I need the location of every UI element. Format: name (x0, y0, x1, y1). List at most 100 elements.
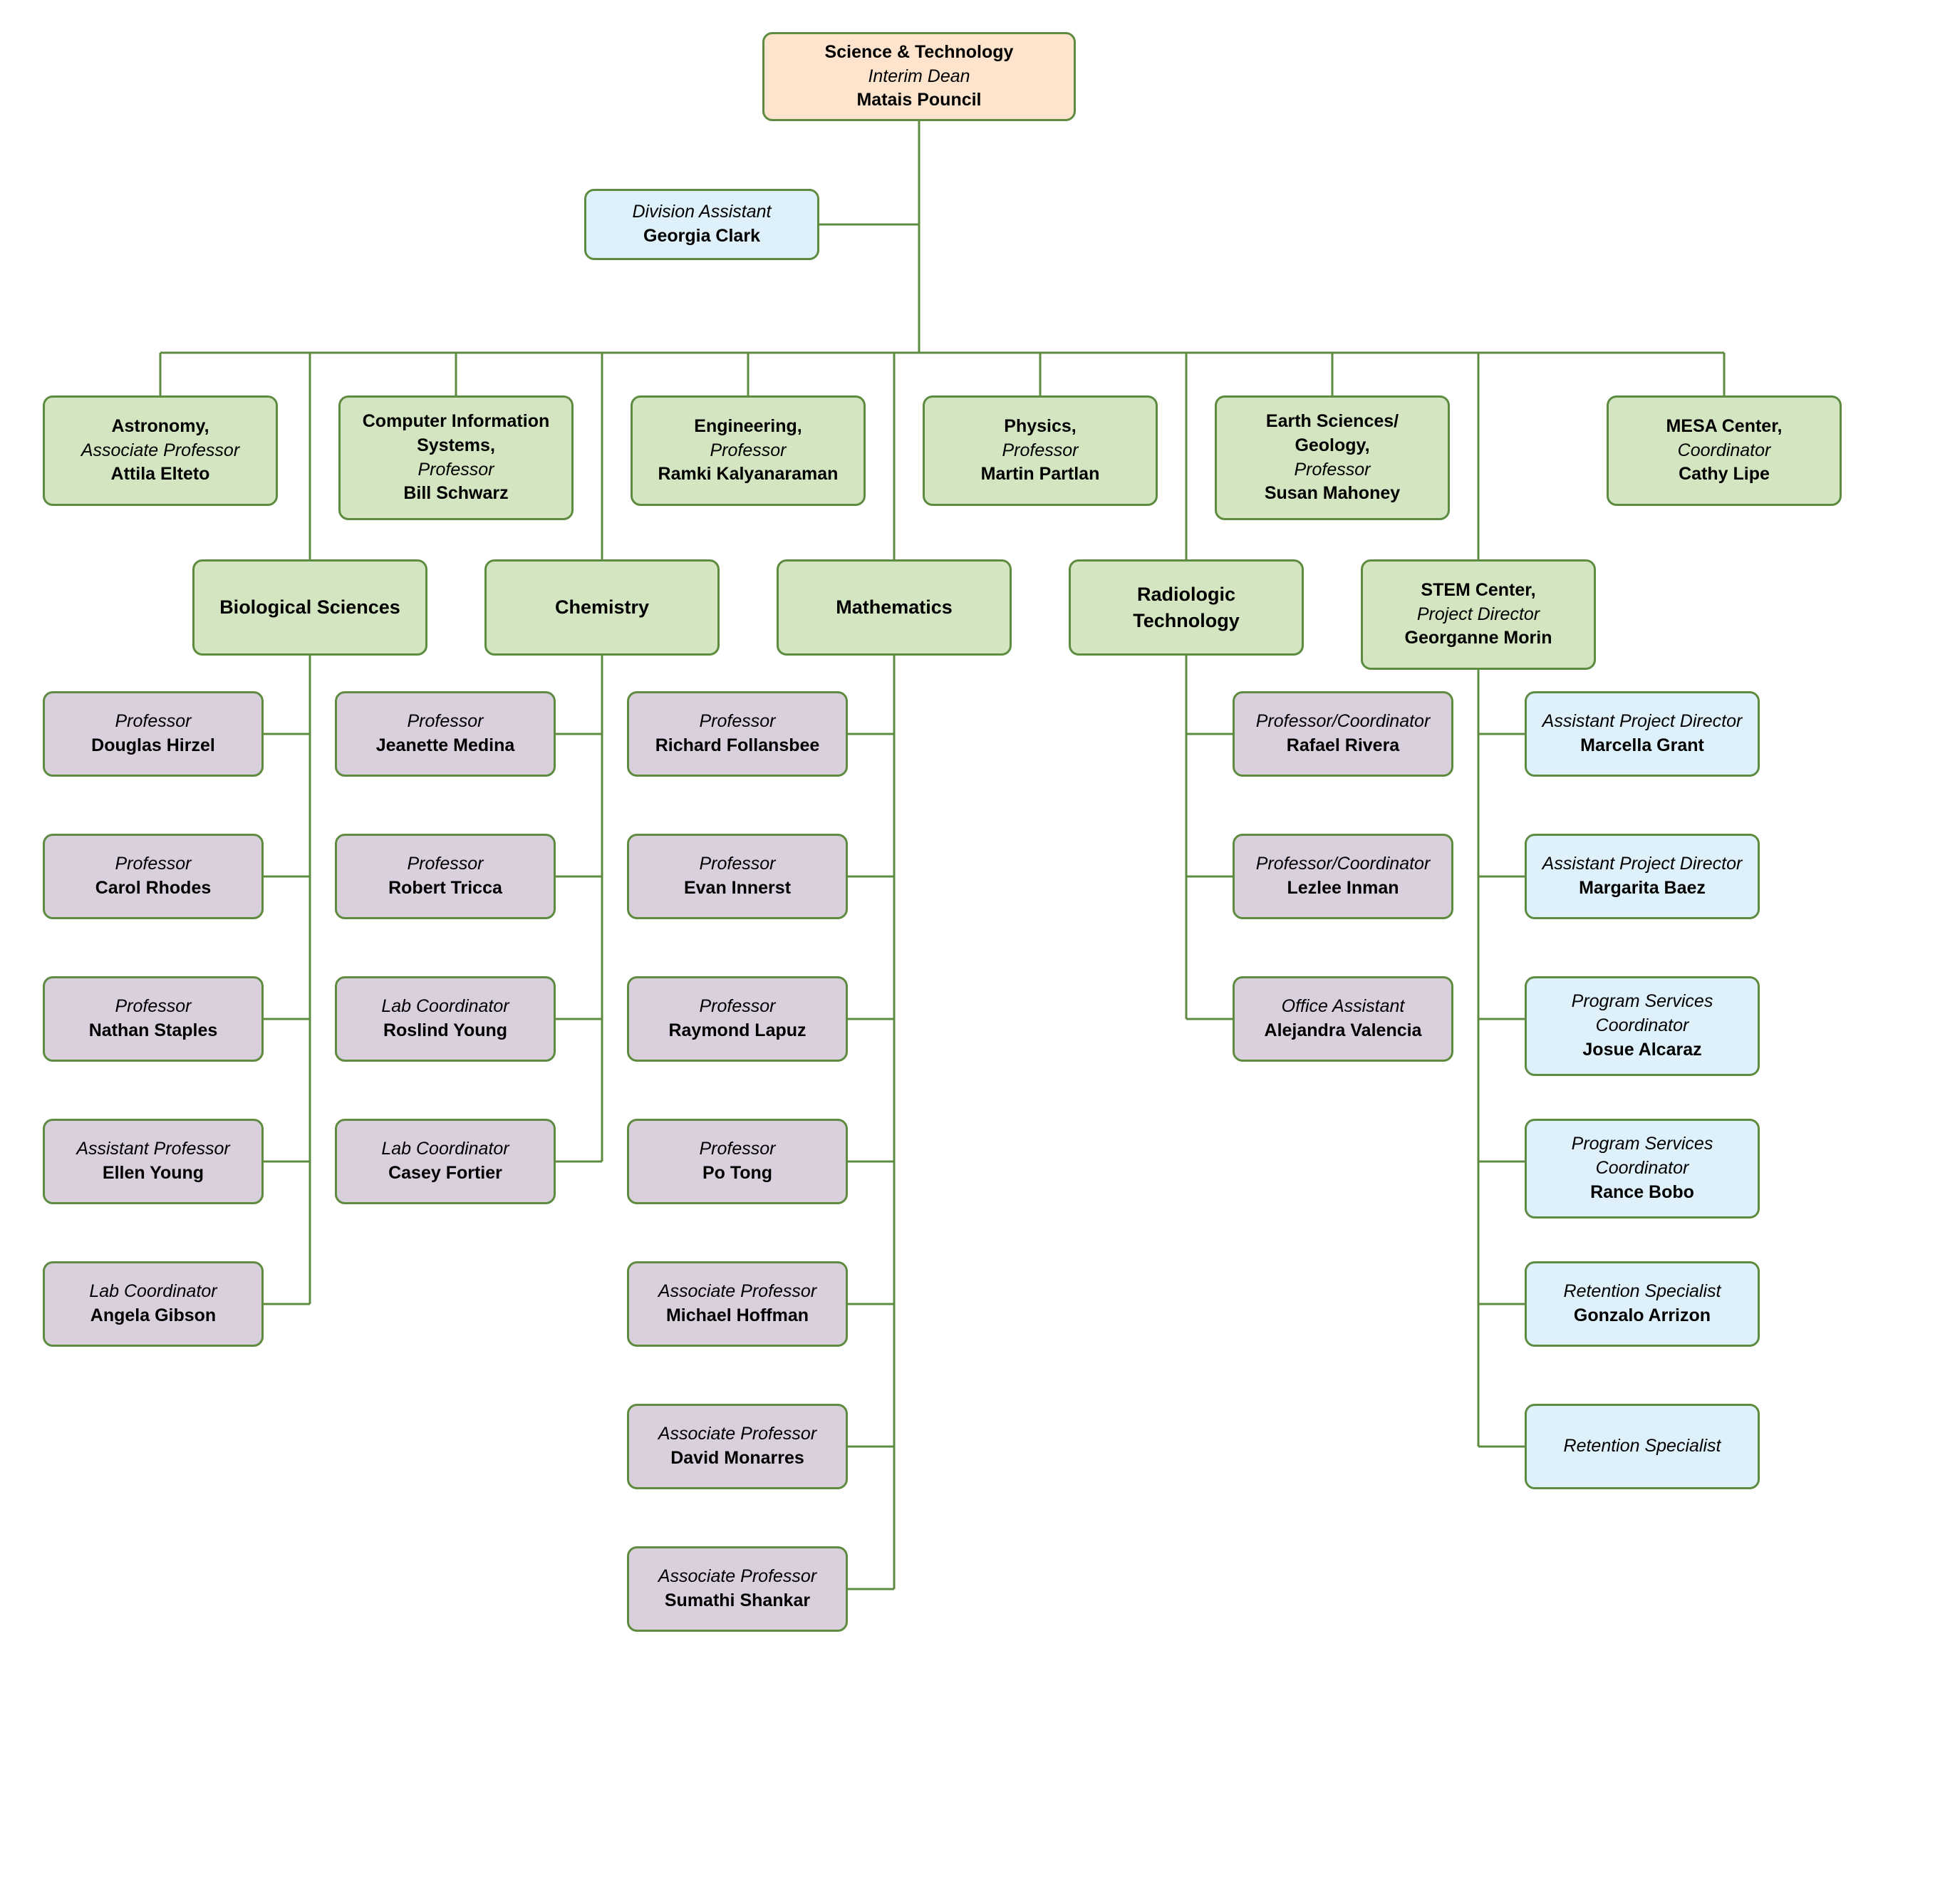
dept-role: Professor (710, 439, 787, 463)
staff-card: Program Services Coordinator Josue Alcar… (1525, 976, 1760, 1076)
staff-card: Program Services Coordinator Rance Bobo (1525, 1119, 1760, 1219)
staff-name: David Monarres (670, 1447, 804, 1471)
dept-title: Mathematics (836, 594, 953, 620)
staff-role: Assistant Project Director (1542, 710, 1743, 734)
staff-card: Professor/Coordinator Lezlee Inman (1233, 834, 1453, 919)
staff-card: Assistant Project Director Margarita Bae… (1525, 834, 1760, 919)
dept-name: Martin Partlan (981, 462, 1100, 487)
root-node: Science & Technology Interim Dean Matais… (762, 32, 1076, 121)
assistant-name: Georgia Clark (643, 224, 760, 249)
dept-title: Biological Sciences (219, 594, 400, 620)
dept-title: STEM Center, (1421, 579, 1535, 603)
staff-role: Lab Coordinator (381, 995, 509, 1019)
staff-name: Josue Alcaraz (1582, 1038, 1701, 1062)
staff-role: Professor/Coordinator (1256, 852, 1431, 876)
staff-role: Retention Specialist (1564, 1280, 1721, 1304)
staff-card: Professor Evan Innerst (627, 834, 848, 919)
staff-name: Jeanette Medina (376, 734, 515, 758)
staff-role: Professor (115, 710, 192, 734)
dept-title: Radiologic Technology (1115, 581, 1257, 633)
dept-title: Earth Sciences/ Geology, (1240, 410, 1425, 458)
dept-astronomy: Astronomy, Associate Professor Attila El… (43, 395, 278, 506)
staff-card: Professor Douglas Hirzel (43, 691, 264, 777)
staff-role: Professor (408, 710, 484, 734)
staff-name: Lezlee Inman (1287, 876, 1399, 901)
root-name: Matais Pouncil (856, 88, 981, 113)
staff-card: Professor/Coordinator Rafael Rivera (1233, 691, 1453, 777)
dept-chem: Chemistry (484, 559, 720, 656)
staff-card: Retention Specialist (1525, 1404, 1760, 1489)
staff-name: Robert Tricca (388, 876, 502, 901)
staff-role: Professor/Coordinator (1256, 710, 1431, 734)
staff-role: Program Services Coordinator (1550, 1132, 1735, 1181)
staff-role: Assistant Project Director (1542, 852, 1743, 876)
dept-mesa: MESA Center, Coordinator Cathy Lipe (1607, 395, 1842, 506)
staff-name: Raymond Lapuz (668, 1019, 806, 1043)
dept-role: Professor (1295, 458, 1371, 482)
dept-title: MESA Center, (1666, 415, 1782, 439)
staff-card: Associate Professor Sumathi Shankar (627, 1546, 848, 1632)
staff-name: Evan Innerst (684, 876, 791, 901)
staff-name: Margarita Baez (1579, 876, 1706, 901)
staff-role: Professor (700, 852, 776, 876)
dept-name: Bill Schwarz (403, 482, 508, 506)
staff-name: Sumathi Shankar (665, 1589, 810, 1613)
dept-name: Susan Mahoney (1265, 482, 1400, 506)
staff-card: Professor Robert Tricca (335, 834, 556, 919)
dept-cis: Computer Information Systems, Professor … (338, 395, 574, 520)
staff-name: Rance Bobo (1590, 1181, 1694, 1205)
staff-card: Professor Po Tong (627, 1119, 848, 1204)
staff-role: Professor (408, 852, 484, 876)
root-role: Interim Dean (868, 65, 970, 89)
staff-role: Associate Professor (658, 1280, 816, 1304)
staff-role: Lab Coordinator (381, 1137, 509, 1161)
dept-title: Astronomy, (111, 415, 209, 439)
dept-role: Professor (1002, 439, 1079, 463)
staff-role: Professor (115, 995, 192, 1019)
staff-name: Casey Fortier (388, 1161, 502, 1186)
staff-name: Gonzalo Arrizon (1574, 1304, 1711, 1328)
staff-card: Lab Coordinator Casey Fortier (335, 1119, 556, 1204)
dept-title: Engineering, (694, 415, 802, 439)
dept-physics: Physics, Professor Martin Partlan (923, 395, 1158, 506)
staff-name: Nathan Staples (89, 1019, 218, 1043)
staff-role: Professor (700, 710, 776, 734)
dept-role: Professor (418, 458, 494, 482)
staff-name: Alejandra Valencia (1265, 1019, 1422, 1043)
staff-card: Professor Nathan Staples (43, 976, 264, 1062)
staff-name: Richard Follansbee (655, 734, 820, 758)
staff-role: Associate Professor (658, 1565, 816, 1589)
staff-card: Professor Richard Follansbee (627, 691, 848, 777)
staff-name: Michael Hoffman (666, 1304, 809, 1328)
dept-math: Mathematics (777, 559, 1012, 656)
staff-card: Assistant Professor Ellen Young (43, 1119, 264, 1204)
staff-card: Associate Professor David Monarres (627, 1404, 848, 1489)
staff-name: Po Tong (702, 1161, 772, 1186)
staff-name: Angela Gibson (90, 1304, 216, 1328)
staff-role: Professor (700, 1137, 776, 1161)
dept-name: Georganne Morin (1405, 626, 1552, 651)
staff-card: Professor Carol Rhodes (43, 834, 264, 919)
staff-card: Office Assistant Alejandra Valencia (1233, 976, 1453, 1062)
staff-name: Marcella Grant (1580, 734, 1704, 758)
dept-title: Physics, (1004, 415, 1076, 439)
staff-card: Lab Coordinator Angela Gibson (43, 1261, 264, 1347)
staff-role: Professor (700, 995, 776, 1019)
dept-title: Computer Information Systems, (356, 410, 556, 458)
dept-name: Ramki Kalyanaraman (658, 462, 839, 487)
staff-role: Assistant Professor (76, 1137, 229, 1161)
dept-role: Coordinator (1678, 439, 1771, 463)
staff-name: Douglas Hirzel (91, 734, 215, 758)
assistant-role: Division Assistant (633, 200, 772, 224)
dept-earth: Earth Sciences/ Geology, Professor Susan… (1215, 395, 1450, 520)
staff-card: Retention Specialist Gonzalo Arrizon (1525, 1261, 1760, 1347)
root-title: Science & Technology (825, 41, 1014, 65)
staff-role: Associate Professor (658, 1422, 816, 1447)
staff-card: Associate Professor Michael Hoffman (627, 1261, 848, 1347)
dept-bio: Biological Sciences (192, 559, 427, 656)
staff-card: Lab Coordinator Roslind Young (335, 976, 556, 1062)
dept-role: Associate Professor (81, 439, 239, 463)
staff-name: Carol Rhodes (95, 876, 212, 901)
staff-role: Professor (115, 852, 192, 876)
dept-radtech: Radiologic Technology (1069, 559, 1304, 656)
